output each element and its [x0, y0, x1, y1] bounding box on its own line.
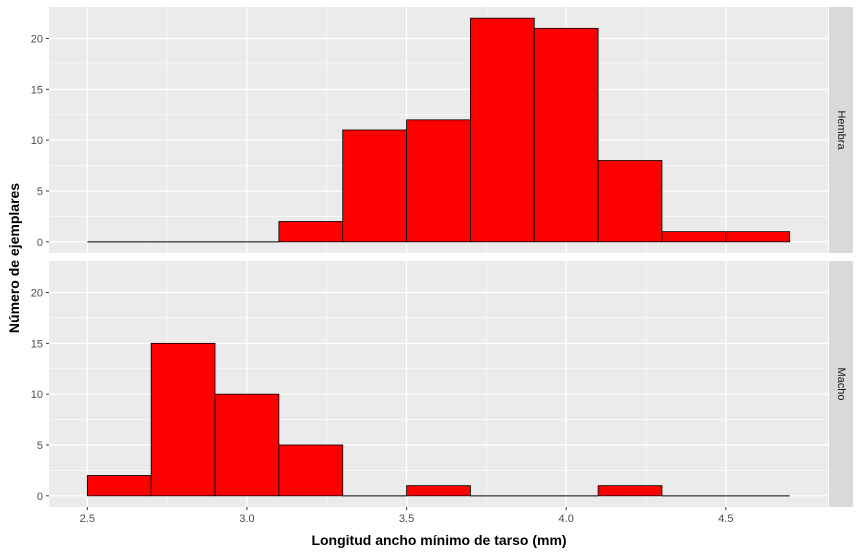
y-tick-label: 10: [31, 389, 43, 401]
y-tick-label: 20: [31, 34, 43, 46]
y-tick-label: 5: [37, 186, 43, 198]
histogram-bar: [470, 17, 535, 243]
histogram-bar: [214, 393, 280, 497]
x-tick-label: 2.5: [80, 513, 95, 525]
panels-layer: 0 5 10 15 20 Hembra 0 5 10 15 20 Macho: [31, 7, 853, 507]
facet-strip: [829, 7, 853, 253]
x-tick-label: 4.0: [559, 513, 574, 525]
histogram-bar: [406, 485, 471, 497]
histogram-bar: [150, 342, 216, 497]
y-tick-label: 0: [37, 237, 43, 249]
x-tick-label: 4.5: [718, 513, 733, 525]
y-tick-label: 5: [37, 440, 43, 452]
histogram-bar: [86, 475, 152, 497]
y-tick-label: 15: [31, 84, 43, 96]
facet-strip-label: Macho: [835, 367, 847, 400]
y-tick-label: 20: [31, 288, 43, 300]
x-axis-title: Longitud ancho mínimo de tarso (mm): [311, 532, 566, 548]
histogram-bar: [406, 119, 471, 243]
facet-strip: [829, 261, 853, 507]
histogram-bar: [278, 444, 344, 497]
y-tick-label: 10: [31, 135, 43, 147]
histogram-bar: [725, 231, 791, 243]
x-tick-label: 3.0: [239, 513, 254, 525]
histogram-bar: [533, 27, 599, 243]
histogram-bar: [342, 129, 407, 243]
histogram-bar: [597, 160, 663, 243]
panel-macho: 0 5 10 15 20 Macho: [31, 261, 853, 507]
y-tick-label: 15: [31, 338, 43, 350]
y-tick-label: 0: [37, 491, 43, 503]
x-tick-label: 3.5: [399, 513, 414, 525]
panel-hembra: 0 5 10 15 20 Hembra: [31, 7, 853, 253]
facet-strip-label: Hembra: [835, 110, 847, 150]
y-axis-title: Número de ejemplares: [6, 183, 22, 333]
histogram-bar: [278, 221, 344, 243]
histogram-bar: [661, 231, 727, 243]
histogram-bar: [597, 485, 663, 497]
x-axis: 2.5 3.0 3.5 4.0 4.5: [80, 507, 733, 525]
